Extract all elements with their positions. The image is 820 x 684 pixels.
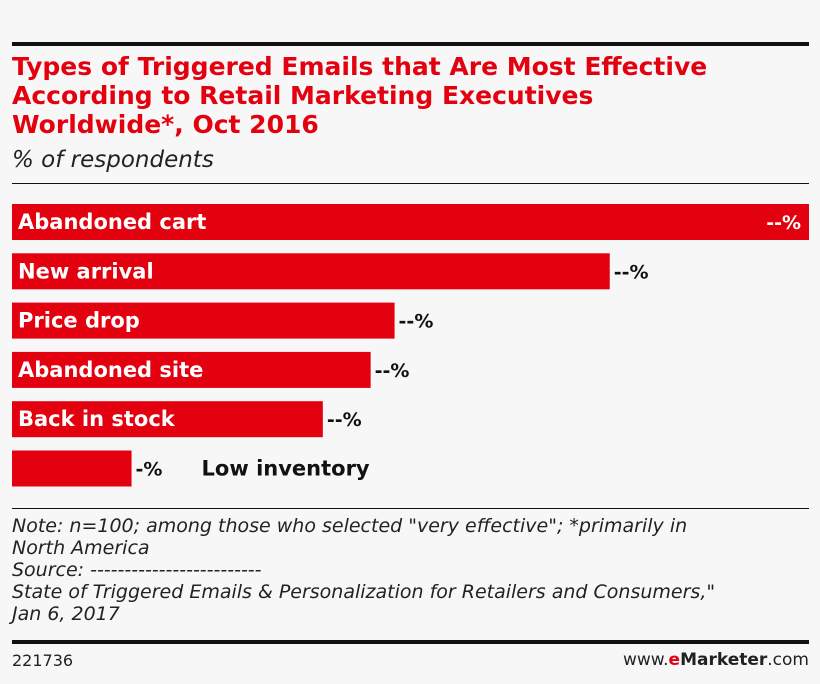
value-label: -% <box>136 459 163 481</box>
bar-new-arrival <box>12 253 610 290</box>
brand-prefix: www. <box>622 650 669 670</box>
value-label: --% <box>766 212 801 234</box>
top-rule <box>12 42 809 46</box>
title-line-2: According to Retail Marketing Executives <box>12 81 594 110</box>
chart-title: Types of Triggered Emails that Are Most … <box>12 52 802 139</box>
chart-id: 221736 <box>12 651 74 670</box>
category-label: Back in stock <box>18 407 176 431</box>
bar-back-in-stock <box>12 401 323 438</box>
brand-name: Marketer <box>680 650 768 670</box>
category-label: Price drop <box>18 309 140 333</box>
bottom-rule <box>12 640 809 644</box>
subtitle-rule <box>12 183 809 184</box>
notes-block: Note: n=100; among those who selected "v… <box>12 515 802 625</box>
bar-abandoned-site <box>12 351 371 388</box>
source-title-line: State of Triggered Emails & Personalizat… <box>12 581 716 603</box>
value-label: --% <box>375 360 410 382</box>
brand-e: e <box>668 650 681 670</box>
category-label: Abandoned cart <box>18 210 206 234</box>
value-label: --% <box>327 409 362 431</box>
title-line-3: Worldwide*, Oct 2016 <box>12 110 319 139</box>
bar-price-drop <box>12 302 395 339</box>
category-label: Low inventory <box>202 457 370 481</box>
chart-subtitle: % of respondents <box>12 147 214 173</box>
bar-low-inventory <box>12 450 132 487</box>
note-line-2: North America <box>12 537 150 559</box>
category-label: Abandoned site <box>18 358 203 382</box>
value-label: --% <box>614 261 649 283</box>
notes-rule <box>12 508 809 509</box>
bar-chart: --% Abandoned cart --% New arrival --% Price … <box>12 204 809 487</box>
brand-link[interactable]: www.eMarketer.com <box>623 650 809 670</box>
bar-abandoned-cart <box>12 204 809 240</box>
note-line-1: Note: n=100; among those who selected "v… <box>12 515 688 537</box>
source-line: Source: ------------------------- <box>12 559 262 581</box>
category-label: New arrival <box>18 259 154 283</box>
title-line-1: Types of Triggered Emails that Are Most … <box>12 52 708 81</box>
brand-suffix: .com <box>767 650 809 670</box>
source-date-line: Jan 6, 2017 <box>12 603 120 625</box>
value-label: --% <box>399 311 434 333</box>
